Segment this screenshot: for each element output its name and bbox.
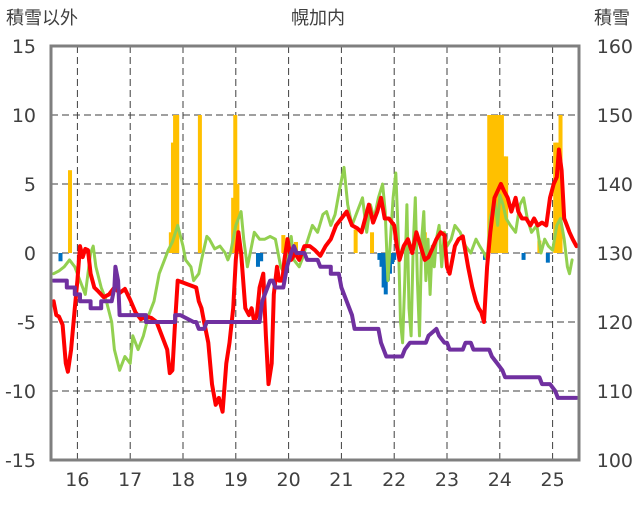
- bar: [68, 170, 73, 253]
- x-tick-label: 24: [488, 469, 512, 491]
- y-left-tick-label: -10: [5, 381, 36, 403]
- y-left-tick-label: -15: [5, 450, 36, 472]
- y-axis-right-label: 積雪: [594, 8, 630, 29]
- tick-labels: -15 -10 -5 0 5 10 15 100 110 120 130 140 150 160 16 17 1…: [5, 36, 633, 491]
- x-tick-label: 16: [65, 469, 89, 491]
- y-right-tick-label: 120: [597, 312, 633, 334]
- y-left-tick-label: 0: [24, 243, 36, 265]
- plot-frame: [49, 44, 581, 462]
- y-right-tick-label: 160: [597, 36, 633, 58]
- x-tick-label: 21: [329, 469, 353, 491]
- y-right-tick-label: 140: [597, 174, 633, 196]
- y-right-tick-label: 130: [597, 243, 633, 265]
- x-tick-label: 25: [541, 469, 565, 491]
- bar: [390, 253, 395, 265]
- bar: [259, 253, 264, 262]
- y-left-tick-label: -5: [17, 312, 36, 334]
- y-left-tick-label: 10: [12, 105, 36, 127]
- series-line: [51, 147, 579, 414]
- bar: [353, 229, 358, 253]
- x-tick-label: 23: [435, 469, 459, 491]
- bar: [233, 115, 238, 253]
- bar: [381, 253, 386, 288]
- bar: [175, 115, 180, 253]
- bar: [281, 235, 286, 253]
- bar: [173, 115, 178, 253]
- x-tick-label: 19: [224, 469, 248, 491]
- x-tick-label: 20: [277, 469, 301, 491]
- bar: [487, 115, 492, 253]
- x-tick-label: 22: [382, 469, 406, 491]
- bar: [197, 115, 202, 253]
- bar: [491, 115, 496, 253]
- bar: [493, 115, 498, 253]
- bar: [379, 253, 384, 267]
- bar: [504, 156, 509, 253]
- series-line: [51, 244, 579, 400]
- bar: [370, 232, 375, 253]
- x-tick-label: 18: [171, 469, 195, 491]
- bar: [383, 253, 388, 295]
- bar: [392, 253, 397, 260]
- grid-lines: [51, 46, 579, 460]
- bar: [231, 197, 236, 253]
- bar: [255, 253, 260, 267]
- x-tick-label: 17: [118, 469, 142, 491]
- line-series: [51, 147, 579, 414]
- chart-title: 幌加内: [291, 8, 345, 29]
- bar: [521, 253, 526, 260]
- y-right-tick-label: 150: [597, 105, 633, 127]
- bar: [553, 142, 558, 253]
- bar: [545, 253, 550, 263]
- bar: [377, 253, 382, 260]
- bar: [555, 142, 560, 253]
- bar: [58, 253, 63, 262]
- bar: [489, 115, 494, 253]
- y-right-tick-label: 110: [597, 381, 633, 403]
- y-left-tick-label: 5: [24, 174, 36, 196]
- bar: [170, 142, 175, 253]
- y-axis-left-label: 積雪以外: [6, 8, 78, 29]
- bar: [495, 115, 500, 253]
- y-left-tick-label: 15: [12, 36, 36, 58]
- y-right-tick-label: 100: [597, 450, 633, 472]
